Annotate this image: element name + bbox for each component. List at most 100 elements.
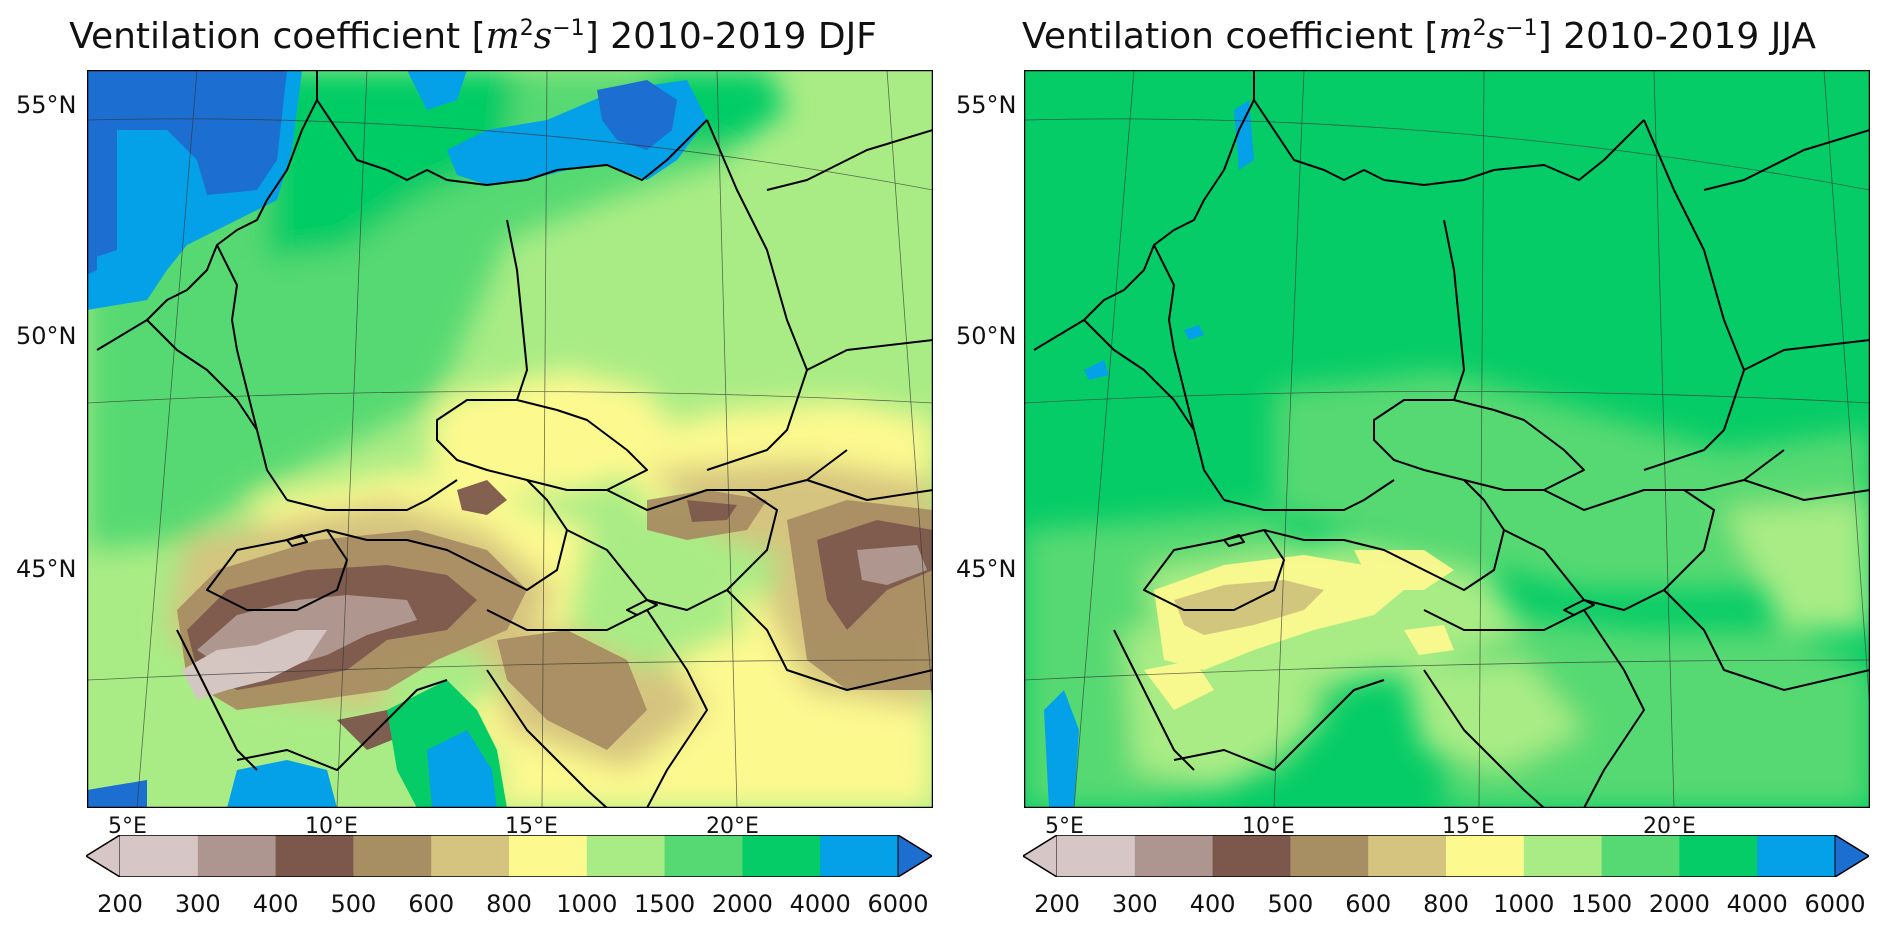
- colorbar-tick-label: 600: [408, 890, 455, 918]
- colorbar-bin-1500-2000: [664, 835, 743, 877]
- lat-label-55n: 55°N: [956, 91, 1017, 119]
- sea-baltic-west: [407, 70, 467, 110]
- colorbar-bin-1500-2000: [1601, 835, 1680, 877]
- coastline-adriatic-east: [486, 669, 608, 808]
- border-belgium-france: [1083, 319, 1195, 431]
- sea-ligurian: [227, 760, 337, 808]
- lake-balaton: [626, 599, 658, 616]
- sea-mediterranean-corner: [87, 780, 147, 808]
- colorbar-bin-300-400: [1134, 835, 1214, 877]
- border-netherlands-germany: [216, 244, 238, 351]
- field-800-1000-eastern-alps: [1354, 550, 1454, 590]
- field-600-800-western-alps: [1174, 580, 1324, 635]
- border-belgium-france: [146, 319, 258, 431]
- colorbar-tick-label: 300: [174, 890, 221, 918]
- border-austria: [326, 479, 568, 591]
- border-switzerland: [206, 529, 348, 611]
- colorbar-tick-label: 400: [252, 890, 299, 918]
- colorbar-tick-label: 300: [1111, 890, 1158, 918]
- border-balkans: [646, 609, 708, 808]
- border-slovakia: [606, 449, 848, 511]
- border-hungary: [1503, 489, 1715, 611]
- field-400-500-tatras: [687, 500, 737, 522]
- sea-adriatic-deep: [427, 730, 497, 808]
- country-borders: [1033, 70, 1870, 808]
- border-slovakia: [1543, 449, 1785, 511]
- field-1500-2000-balkans: [1444, 610, 1870, 808]
- coastline-italy: [236, 679, 448, 771]
- border-czechia: [436, 399, 648, 491]
- colorbar-tick-label: 500: [1267, 890, 1314, 918]
- border-slovenia-croatia: [1423, 609, 1585, 631]
- border-baltics: [766, 129, 933, 191]
- colorbar-tick-label: 6000: [867, 890, 929, 918]
- colorbar-bin-4000-6000: [1757, 835, 1836, 877]
- sea-patch-benelux: [1184, 325, 1204, 340]
- colorbar-bin-200-300: [1057, 835, 1136, 877]
- coastline-denmark: [316, 99, 448, 181]
- field-1500-2000-west-patches: [247, 220, 447, 400]
- lat-label-50n: 50°N: [16, 322, 77, 350]
- colorbar: [1023, 835, 1869, 877]
- border-romania-serbia: [726, 589, 933, 691]
- sea-baltic-deep: [597, 80, 677, 150]
- colorbar-tick-label: 6000: [1804, 890, 1866, 918]
- map-djf: [87, 70, 933, 808]
- map-jja: [1024, 70, 1870, 808]
- border-hungary: [566, 489, 778, 611]
- colorbar-overflow-arrow: [897, 835, 932, 877]
- field-500-600-dinarides: [497, 630, 647, 750]
- coastline-baltic: [446, 119, 708, 186]
- sea-north-sea-west-strip: [87, 70, 117, 260]
- border-poland-east: [1643, 119, 1745, 471]
- border-switzerland: [1143, 529, 1285, 611]
- lat-label-45n: 45°N: [16, 555, 77, 583]
- lake-balaton: [1563, 599, 1595, 616]
- graticule-lines: [1024, 70, 1870, 808]
- colorbar-tick-label: 4000: [1726, 890, 1788, 918]
- border-netherlands-germany: [1153, 244, 1175, 351]
- sea-north-sea-strip: [1234, 100, 1254, 170]
- coastline-denmark: [1253, 99, 1385, 181]
- colorbar-bin-800-1000: [1446, 835, 1525, 877]
- sea-patch-west: [1084, 360, 1109, 380]
- border-romania-north: [806, 479, 933, 501]
- colorbar-bin-2000-4000: [742, 835, 821, 877]
- colorbar-bin-200-300: [120, 835, 199, 877]
- border-slovenia-croatia: [486, 609, 648, 631]
- lat-label-45n: 45°N: [956, 555, 1017, 583]
- colorbar-bin-400-500: [1212, 835, 1291, 877]
- colorbar-bin-2000-4000: [1679, 835, 1758, 877]
- colorbar-tick-label: 4000: [789, 890, 851, 918]
- border-czechia: [1373, 399, 1585, 491]
- field-800-1000-bohemia: [427, 370, 687, 500]
- border-germany-west: [236, 349, 288, 501]
- sea-north-sea-deep: [87, 70, 287, 275]
- coastline-baltic: [1383, 119, 1645, 186]
- colorbar: [86, 835, 932, 877]
- colorbar-bin-400-500: [275, 835, 354, 877]
- border-romania-north: [1743, 479, 1870, 501]
- lat-label-55n: 55°N: [16, 91, 77, 119]
- colorbar-overflow-arrow: [1834, 835, 1869, 877]
- colorbar-tick-label: 400: [1189, 890, 1236, 918]
- field-1500-2000-central: [1274, 370, 1870, 590]
- colorbar-underflow-arrow: [1023, 835, 1058, 877]
- border-alps-italy: [1113, 629, 1195, 771]
- colorbar-tick-label: 1500: [1571, 890, 1633, 918]
- border-germany-austria: [1223, 479, 1395, 511]
- colorbar-underflow-arrow: [86, 835, 121, 877]
- border-balkans: [1583, 609, 1645, 808]
- colorbar-bin-500-600: [1290, 835, 1369, 877]
- country-borders: [96, 70, 933, 808]
- field-lt300-western-alps: [182, 630, 327, 700]
- border-germany-poland: [506, 219, 528, 401]
- colorbar-tick-label: 800: [486, 890, 532, 918]
- colorbar-bin-600-800: [431, 835, 510, 877]
- field-1000-1500-pannonia: [567, 530, 747, 670]
- colorbar-tick-label: 1500: [634, 890, 696, 918]
- colorbar-tick-label: 2000: [711, 890, 773, 918]
- field-1000-1500-east: [1724, 500, 1870, 630]
- border-ukraine: [806, 339, 933, 371]
- border-poland-east: [706, 119, 808, 471]
